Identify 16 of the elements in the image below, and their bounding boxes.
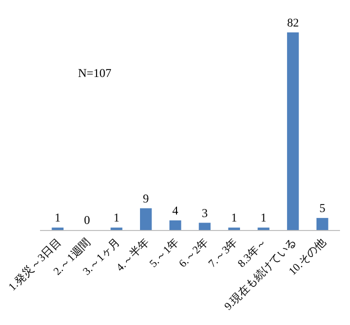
bar bbox=[140, 208, 152, 230]
data-label: 5 bbox=[319, 200, 326, 215]
bar bbox=[169, 220, 182, 230]
data-label: 1 bbox=[260, 210, 267, 225]
data-label: 1 bbox=[113, 210, 120, 225]
data-label: 82 bbox=[287, 16, 299, 30]
annotation: N=107 bbox=[78, 66, 112, 80]
bar bbox=[287, 32, 299, 230]
data-label: 0 bbox=[84, 213, 90, 227]
data-label: 4 bbox=[172, 203, 178, 218]
data-label: 1 bbox=[54, 210, 61, 225]
bar bbox=[198, 222, 211, 230]
bar bbox=[316, 218, 328, 230]
data-label: 3 bbox=[202, 206, 208, 220]
data-label: 1 bbox=[231, 210, 238, 225]
data-label: 9 bbox=[142, 191, 149, 206]
